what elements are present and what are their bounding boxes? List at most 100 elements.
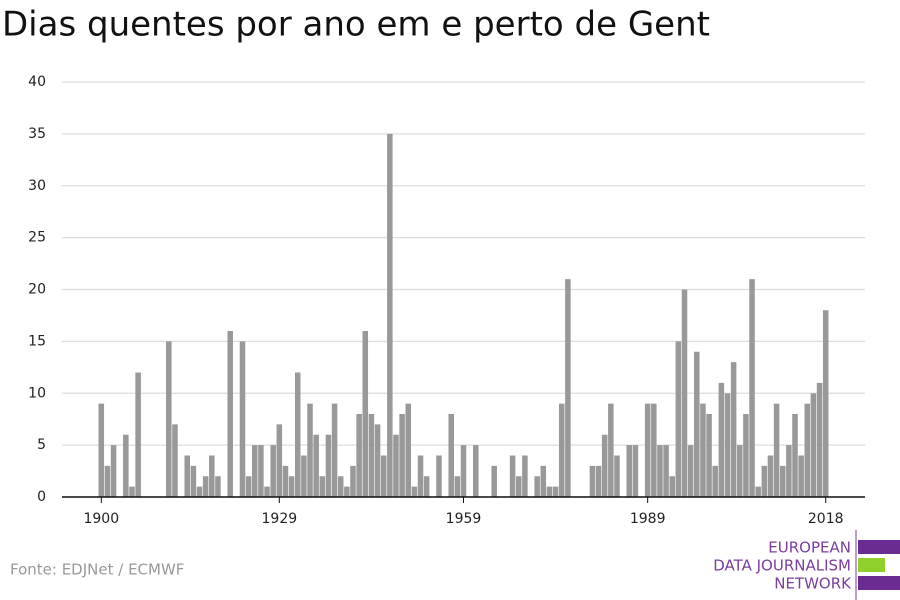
bar — [184, 455, 191, 497]
y-tick-label: 40 — [28, 74, 46, 90]
bar — [779, 465, 786, 497]
logo-text: EUROPEAN — [768, 539, 851, 557]
bar — [411, 486, 418, 497]
bar — [319, 476, 326, 497]
bar — [675, 341, 682, 497]
bar — [227, 331, 233, 497]
bar — [589, 465, 596, 497]
y-tick-label: 35 — [28, 126, 46, 142]
bar — [282, 465, 289, 497]
bar — [700, 403, 706, 497]
bar — [104, 465, 111, 497]
bar — [565, 279, 571, 497]
bar — [792, 414, 798, 497]
bar — [276, 424, 283, 497]
bar — [644, 403, 651, 497]
bar — [215, 476, 221, 497]
bar — [712, 465, 718, 497]
bar — [239, 341, 246, 497]
bar — [172, 424, 178, 497]
y-tick-label: 25 — [28, 230, 46, 246]
bar — [743, 414, 749, 497]
bar — [436, 455, 442, 497]
bar — [798, 455, 804, 497]
bar — [608, 403, 614, 497]
bar — [786, 445, 792, 497]
bar — [663, 445, 669, 497]
bar — [454, 476, 461, 497]
bar — [399, 414, 405, 497]
logo: EUROPEAN DATA JOURNALISM NETWORK — [713, 530, 900, 600]
bar — [509, 455, 516, 497]
y-tick-label: 15 — [28, 333, 46, 349]
bar — [730, 362, 737, 497]
bar — [706, 414, 712, 497]
bar — [350, 465, 356, 497]
bar — [810, 393, 817, 497]
bar — [202, 476, 209, 497]
bar — [761, 465, 768, 497]
bar — [356, 414, 362, 497]
bar — [681, 289, 688, 497]
x-tick-label: 1959 — [446, 511, 482, 527]
bar — [822, 310, 829, 497]
bar — [325, 434, 332, 497]
x-tick-label: 1929 — [262, 511, 298, 527]
x-tick-label: 1989 — [630, 511, 666, 527]
bar — [657, 445, 663, 497]
source: Fonte: EDJNet / ECMWF — [10, 561, 184, 579]
bar — [270, 445, 276, 497]
x-tick-label: 1900 — [83, 511, 119, 527]
bar — [405, 403, 412, 497]
bar — [540, 465, 547, 497]
logo-bar — [858, 540, 900, 554]
bar — [694, 351, 700, 497]
bar — [595, 465, 602, 497]
bar — [423, 476, 430, 497]
bar — [773, 403, 780, 497]
bar — [368, 414, 375, 497]
logo-bar — [858, 558, 885, 572]
bar — [380, 455, 387, 497]
bar — [362, 331, 369, 497]
bar — [522, 455, 528, 497]
y-tick-label: 20 — [28, 282, 46, 298]
bar — [546, 486, 553, 497]
bar — [387, 133, 393, 497]
bar — [196, 486, 203, 497]
bar — [252, 445, 258, 497]
bar — [651, 403, 657, 497]
bar — [190, 465, 197, 497]
logo-text: NETWORK — [774, 575, 852, 593]
bar — [473, 445, 479, 497]
bar — [307, 403, 313, 497]
y-tick-label: 30 — [28, 178, 46, 194]
bar — [313, 434, 319, 497]
y-tick-label: 10 — [28, 385, 46, 401]
bar — [245, 476, 252, 497]
bar — [632, 445, 639, 497]
bar — [724, 393, 731, 497]
bar — [816, 382, 823, 497]
bar — [374, 424, 381, 497]
bar — [755, 486, 761, 497]
bar — [209, 455, 215, 497]
bar — [767, 455, 774, 497]
y-tick-label: 5 — [37, 437, 46, 453]
bar — [258, 445, 264, 497]
bar — [718, 382, 725, 497]
bar — [614, 455, 620, 497]
bar — [301, 455, 307, 497]
bar — [669, 476, 675, 497]
x-tick-label: 2018 — [808, 511, 844, 527]
bar — [110, 445, 117, 497]
bar — [344, 486, 350, 497]
chart-title: Dias quentes por ano em e perto de Gent — [2, 5, 710, 45]
y-tick-label: 0 — [37, 489, 46, 505]
bar — [460, 445, 467, 497]
bar — [558, 403, 565, 497]
bar — [294, 372, 301, 497]
logo-bar — [858, 576, 900, 590]
bar — [749, 279, 755, 497]
